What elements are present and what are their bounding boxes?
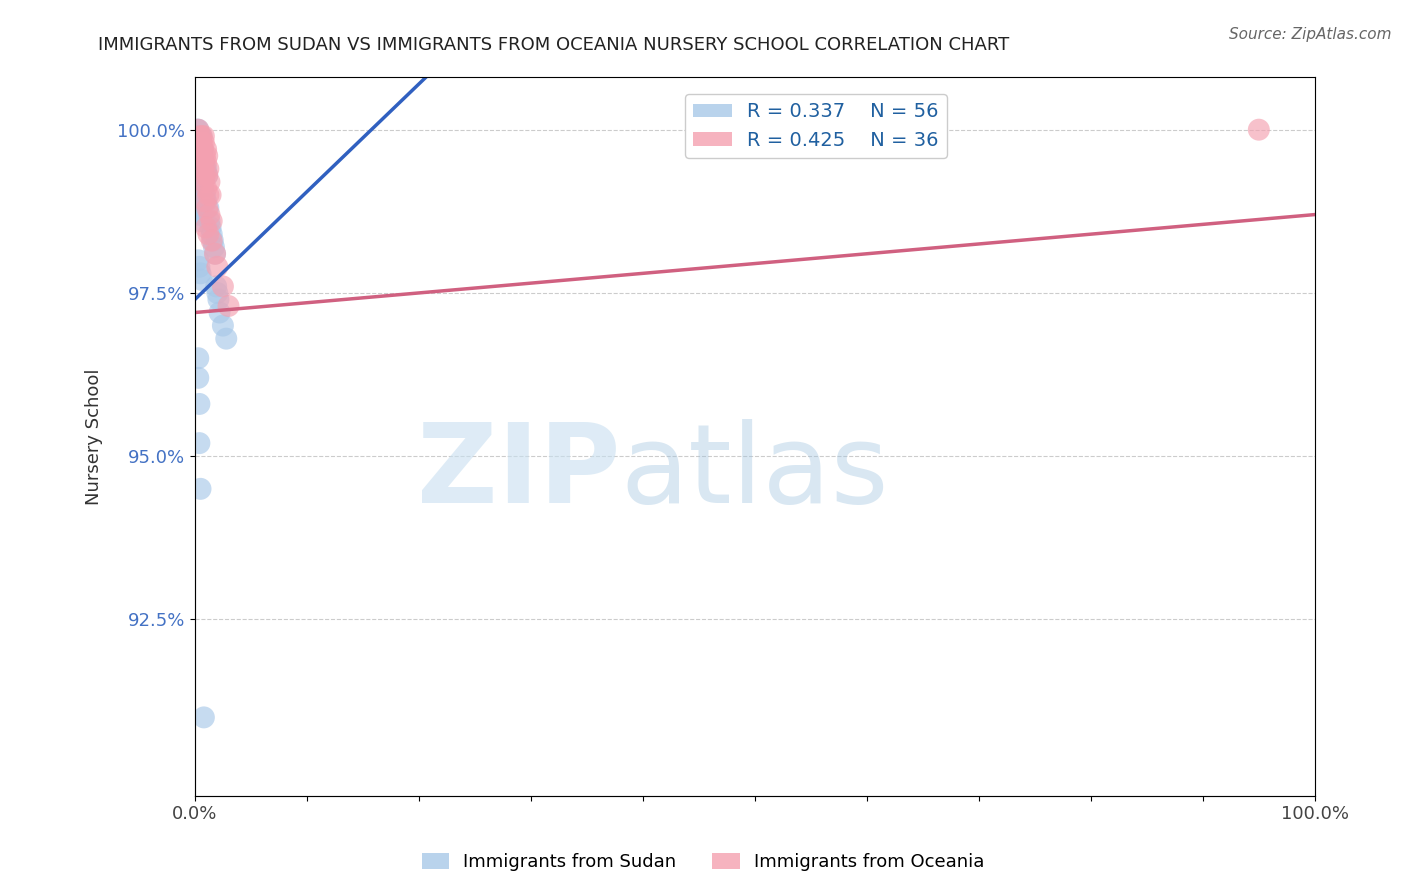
Point	[187, 351, 209, 366]
Point	[194, 194, 217, 209]
Point	[188, 136, 211, 150]
Point	[190, 482, 212, 496]
Point	[201, 227, 224, 242]
Point	[200, 220, 222, 235]
Point	[187, 122, 209, 136]
Point	[207, 293, 229, 307]
Point	[195, 169, 218, 183]
Point	[187, 208, 209, 222]
Point	[190, 181, 212, 195]
Point	[188, 208, 211, 222]
Point	[190, 136, 212, 150]
Point	[195, 161, 218, 176]
Point	[215, 332, 238, 346]
Point	[190, 129, 212, 144]
Point	[194, 188, 217, 202]
Point	[201, 234, 224, 248]
Point	[195, 220, 218, 235]
Point	[195, 149, 218, 163]
Point	[187, 149, 209, 163]
Point	[190, 129, 212, 144]
Text: atlas: atlas	[620, 419, 889, 526]
Point	[190, 214, 212, 228]
Point	[193, 136, 215, 150]
Point	[190, 273, 212, 287]
Point	[204, 246, 226, 260]
Point	[193, 155, 215, 169]
Point	[198, 208, 221, 222]
Point	[191, 161, 214, 176]
Point	[191, 142, 214, 156]
Point	[188, 129, 211, 144]
Point	[190, 149, 212, 163]
Point	[195, 181, 218, 195]
Point	[191, 181, 214, 195]
Point	[195, 169, 218, 183]
Point	[190, 136, 212, 150]
Point	[218, 299, 240, 313]
Point	[195, 201, 218, 215]
Point	[188, 436, 211, 450]
Point	[193, 175, 215, 189]
Point	[190, 149, 212, 163]
Point	[197, 227, 219, 242]
Point	[188, 397, 211, 411]
Point	[186, 169, 208, 183]
Point	[212, 318, 235, 333]
Point	[187, 136, 209, 150]
Point	[197, 161, 219, 176]
Point	[198, 214, 221, 228]
Point	[191, 155, 214, 169]
Point	[195, 194, 218, 209]
Point	[187, 371, 209, 385]
Text: ZIP: ZIP	[418, 419, 620, 526]
Point	[201, 234, 224, 248]
Point	[193, 129, 215, 144]
Point	[193, 188, 215, 202]
Point	[1247, 122, 1270, 136]
Point	[188, 175, 211, 189]
Point	[190, 142, 212, 156]
Point	[187, 122, 209, 136]
Point	[194, 169, 217, 183]
Legend: R = 0.337    N = 56, R = 0.425    N = 36: R = 0.337 N = 56, R = 0.425 N = 36	[685, 95, 946, 158]
Point	[207, 285, 229, 300]
Point	[188, 260, 211, 274]
Point	[208, 305, 231, 319]
Point	[190, 129, 212, 144]
Point	[188, 136, 211, 150]
Point	[190, 142, 212, 156]
Point	[186, 142, 208, 156]
Point	[205, 279, 228, 293]
Point	[195, 142, 218, 156]
Point	[212, 279, 235, 293]
Point	[198, 175, 221, 189]
Point	[193, 155, 215, 169]
Point	[201, 214, 224, 228]
Point	[194, 149, 217, 163]
Point	[188, 149, 211, 163]
Point	[186, 122, 208, 136]
Point	[197, 201, 219, 215]
Point	[190, 155, 212, 169]
Point	[197, 188, 219, 202]
Point	[195, 155, 218, 169]
Legend: Immigrants from Sudan, Immigrants from Oceania: Immigrants from Sudan, Immigrants from O…	[415, 846, 991, 879]
Point	[186, 201, 208, 215]
Point	[202, 240, 225, 254]
Point	[194, 161, 217, 176]
Y-axis label: Nursery School: Nursery School	[86, 368, 103, 505]
Point	[190, 175, 212, 189]
Point	[190, 129, 212, 144]
Point	[204, 246, 226, 260]
Text: Source: ZipAtlas.com: Source: ZipAtlas.com	[1229, 27, 1392, 42]
Point	[190, 266, 212, 280]
Point	[200, 188, 222, 202]
Point	[187, 169, 209, 183]
Point	[193, 710, 215, 724]
Text: IMMIGRANTS FROM SUDAN VS IMMIGRANTS FROM OCEANIA NURSERY SCHOOL CORRELATION CHAR: IMMIGRANTS FROM SUDAN VS IMMIGRANTS FROM…	[98, 36, 1010, 54]
Point	[207, 260, 229, 274]
Point	[191, 142, 214, 156]
Point	[187, 253, 209, 268]
